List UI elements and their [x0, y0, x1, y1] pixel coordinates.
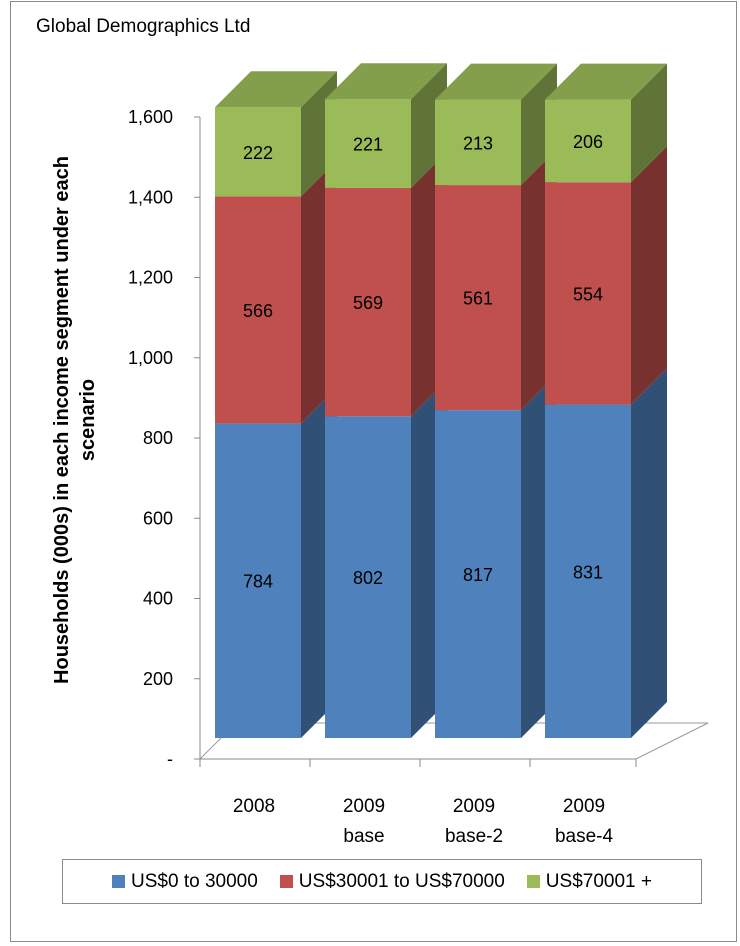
bar-top — [545, 63, 667, 100]
bar-segment — [325, 416, 411, 738]
y-tick-label: 1,000 — [128, 348, 173, 368]
data-label: 213 — [463, 133, 493, 153]
legend-label: US$0 to 30000 — [131, 870, 258, 892]
bar-segment — [325, 187, 411, 417]
bar-side — [631, 63, 667, 183]
bar-side — [631, 368, 667, 738]
chart-legend: US$0 to 30000 US$30001 to US$70000 US$7000… — [62, 859, 702, 904]
y-axis-title-line: scenario — [77, 379, 99, 461]
y-tick-label: 1,200 — [128, 268, 173, 288]
bar-segment — [215, 196, 301, 424]
y-tick-label: 600 — [143, 508, 173, 528]
data-label: 802 — [353, 568, 383, 588]
chart-title: Global Demographics Ltd — [36, 16, 251, 37]
legend-label: US$30001 to US$70000 — [298, 870, 505, 892]
x-tick-label: base-2 — [445, 826, 503, 847]
data-label: 566 — [243, 301, 273, 321]
data-label: 221 — [353, 135, 383, 155]
x-tick-label: 2009 — [563, 796, 605, 817]
x-tick-label: 2008 — [233, 796, 275, 817]
x-tick-label: base-4 — [555, 826, 614, 847]
bar-segment — [545, 404, 631, 738]
x-tick-label: base — [343, 826, 384, 847]
y-tick-label: - — [167, 749, 173, 769]
data-label: 784 — [243, 572, 273, 592]
bar-segment — [435, 99, 521, 186]
y-tick-label: 200 — [143, 669, 173, 689]
data-label: 222 — [243, 143, 273, 163]
y-axis-title-line: Households (000s) in each income segment… — [51, 156, 73, 684]
data-label: 561 — [463, 289, 493, 309]
data-label: 554 — [573, 284, 603, 304]
legend-item: US$70001 + — [526, 870, 652, 893]
x-tick-label: 2009 — [343, 796, 385, 817]
y-tick-label: 1,600 — [128, 107, 173, 127]
legend-swatch — [112, 875, 126, 888]
legend-item: US$0 to 30000 — [112, 871, 258, 893]
y-tick-label: 1,400 — [128, 187, 173, 207]
bar-side — [631, 146, 667, 405]
data-label: 831 — [573, 562, 603, 582]
bar-segment — [435, 410, 521, 738]
bar-segment — [545, 182, 631, 405]
bar-segment — [435, 185, 521, 411]
bar-segment — [545, 99, 631, 183]
x-tick-label: 2009 — [453, 796, 495, 817]
legend-swatch — [279, 875, 293, 888]
data-label: 206 — [573, 132, 603, 152]
legend-swatch — [526, 875, 540, 888]
bar-segment — [215, 423, 301, 738]
y-tick-label: 400 — [143, 589, 173, 609]
bar-segment — [215, 107, 301, 197]
bar-segment — [325, 99, 411, 188]
data-label: 817 — [463, 565, 493, 585]
y-axis-title: Households (000s) in each income segment… — [51, 156, 99, 684]
bar-top — [435, 63, 557, 100]
data-label: 569 — [353, 293, 383, 313]
bar-top — [325, 63, 447, 100]
y-tick-label: 800 — [143, 428, 173, 448]
legend-label: US$70001 + — [545, 870, 652, 892]
legend-item: US$30001 to US$70000 — [279, 870, 505, 893]
bar-top — [215, 71, 337, 108]
